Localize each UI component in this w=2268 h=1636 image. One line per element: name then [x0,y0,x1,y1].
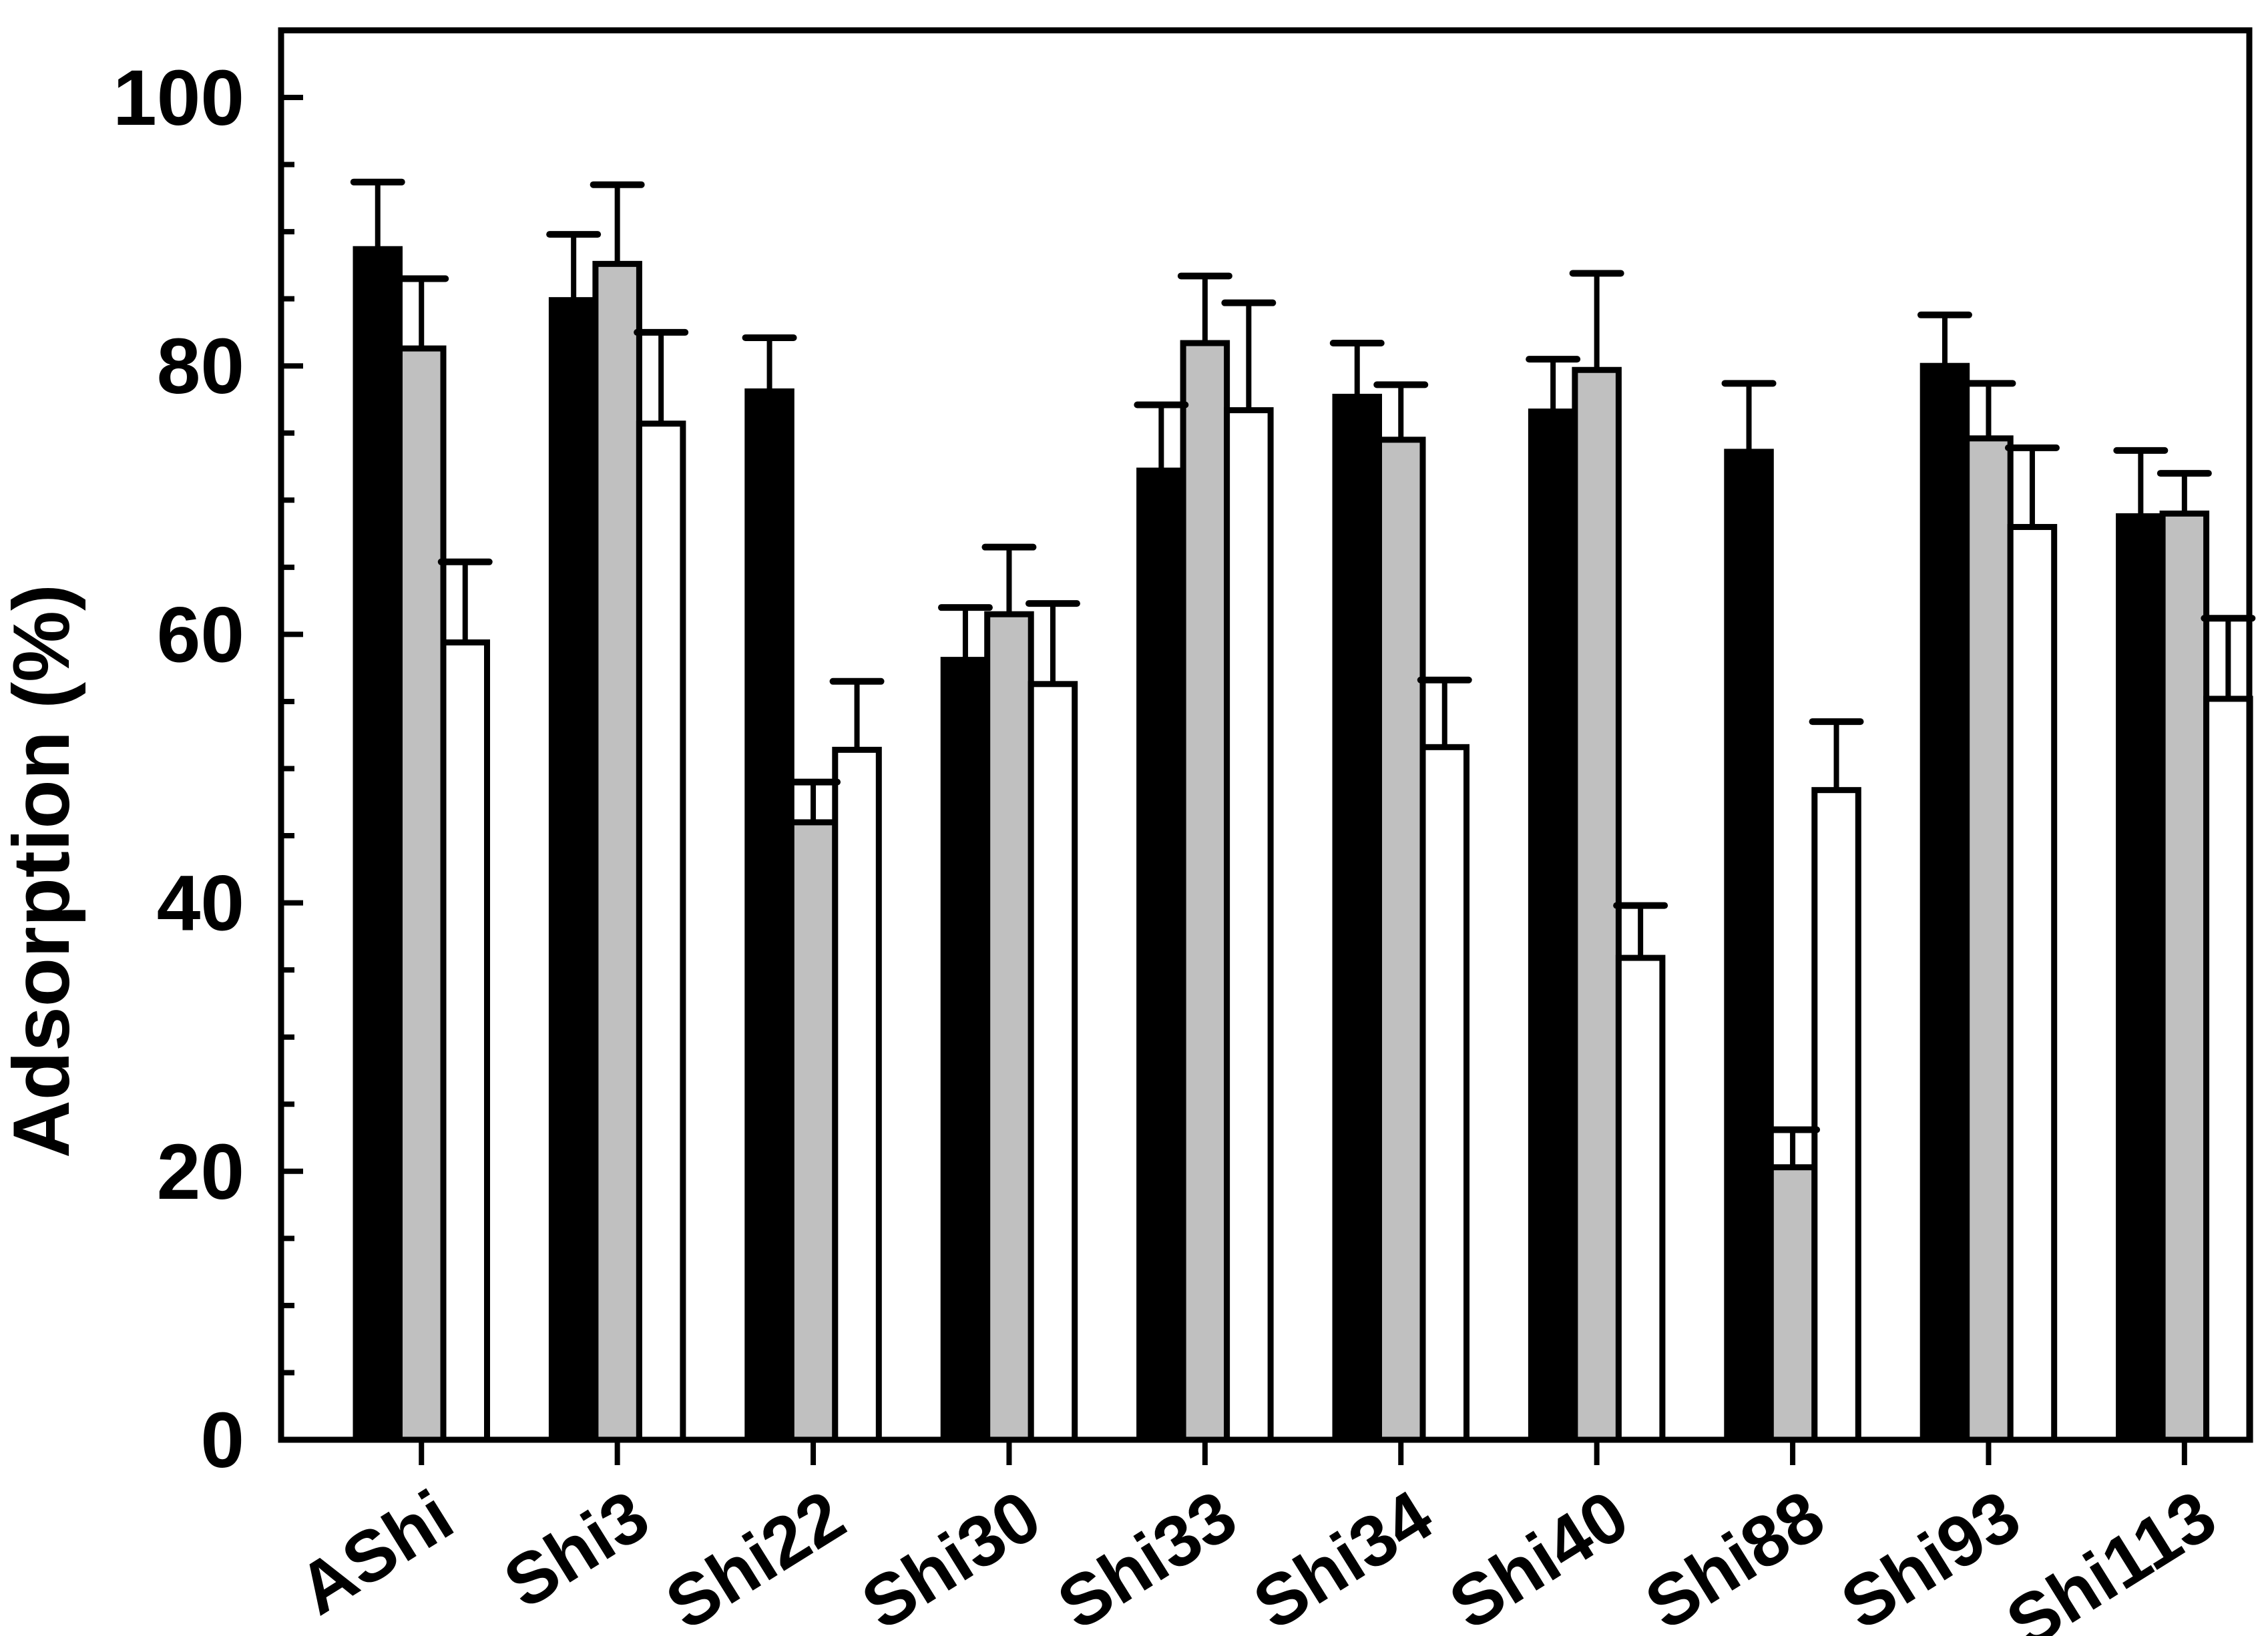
bar-gray-Shi34 [1376,437,1426,1443]
bar-black-Shi30 [940,657,991,1443]
bar-white-Shi3 [636,421,686,1443]
bar-gray-Shi88 [1767,1164,1818,1443]
bar-white-AShi [440,639,490,1443]
bar-gray-Shi3 [592,260,642,1443]
x-category-label-Shi113: Shi113 [1993,1474,2229,1636]
bar-black-Shi93 [1919,362,1970,1443]
bar-white-Shi113 [2203,696,2253,1443]
y-axis-title: Adsorption (%) [0,584,86,1158]
x-category-label-AShi: AShi [284,1474,467,1630]
bar-gray-Shi33 [1180,340,1230,1443]
bar-gray-Shi40 [1572,366,1622,1443]
y-tick-label-20: 20 [157,1128,244,1216]
bar-black-Shi40 [1528,408,1578,1443]
bar-black-Shi113 [2116,513,2166,1443]
x-category-label-Shi88: Shi88 [1632,1474,1837,1636]
bar-gray-Shi30 [984,611,1034,1443]
y-tick-label-0: 0 [200,1396,244,1484]
bar-gray-Shi22 [788,819,839,1443]
x-category-label-Shi34: Shi34 [1240,1474,1445,1636]
y-tick-label-60: 60 [157,591,244,679]
bar-white-Shi88 [1811,787,1861,1443]
bar-black-Shi88 [1724,449,1774,1443]
x-category-label-Shi30: Shi30 [848,1474,1054,1636]
bar-black-Shi3 [548,297,599,1443]
y-tick-label-100: 100 [113,54,244,142]
bar-white-Shi34 [1419,744,1469,1443]
bar-black-Shi22 [744,388,795,1443]
bars-layer [353,246,2253,1443]
bar-black-Shi33 [1136,467,1186,1443]
bar-gray-Shi113 [2159,510,2210,1443]
bar-white-Shi33 [1224,407,1274,1443]
x-category-label-Shi33: Shi33 [1044,1474,1250,1636]
bar-white-Shi22 [832,746,882,1443]
x-category-label-Shi22: Shi22 [652,1474,858,1636]
bar-white-Shi93 [2007,524,2058,1443]
y-tick-label-80: 80 [157,322,244,411]
axes-layer [278,27,2253,1465]
plot-box [278,27,2253,1443]
x-category-label-Shi40: Shi40 [1435,1474,1641,1636]
bar-white-Shi30 [1028,681,1078,1443]
bar-gray-AShi [397,345,447,1443]
bar-black-AShi [353,246,403,1443]
bar-gray-Shi93 [1964,435,2014,1443]
y-tick-label-40: 40 [157,860,244,948]
bar-white-Shi40 [1615,955,1666,1443]
error-bars-layer [350,178,2256,1167]
x-category-label-Shi3: Shi3 [490,1474,662,1623]
bar-black-Shi34 [1332,393,1382,1443]
